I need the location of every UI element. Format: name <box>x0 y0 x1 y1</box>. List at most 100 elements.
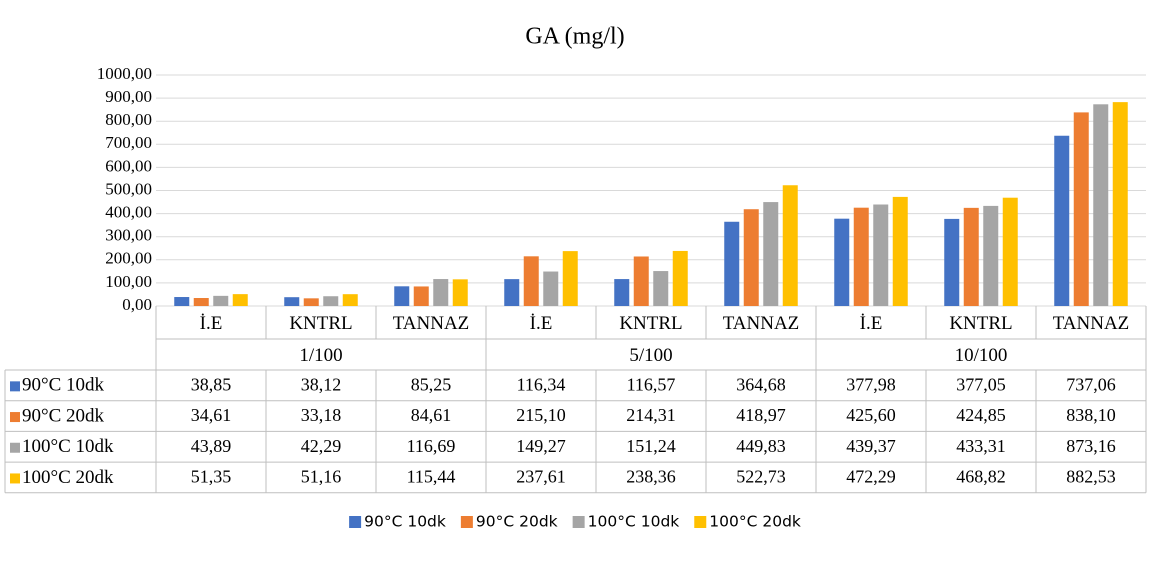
bar <box>1112 102 1128 307</box>
table-value: 43,89 <box>191 436 232 456</box>
table-value: 85,25 <box>411 374 452 394</box>
row-label: 100°C 10dk <box>22 436 114 457</box>
table-value: 116,34 <box>517 374 566 394</box>
legend-key <box>10 412 20 423</box>
legend-label: 100°C 10dk <box>588 513 680 531</box>
table-value: 468,82 <box>956 467 1006 487</box>
y-tick-label: 200,00 <box>105 249 152 268</box>
table-value: 115,44 <box>407 467 456 487</box>
legend-key <box>349 516 362 528</box>
bar <box>193 298 209 306</box>
table-value: 237,61 <box>516 467 566 487</box>
x-tick-label: İ.E <box>530 313 553 334</box>
bar <box>1093 104 1109 306</box>
table-value: 151,24 <box>626 436 676 456</box>
bar <box>944 218 960 306</box>
bar <box>853 207 869 306</box>
legend-label: 90°C 10dk <box>364 513 446 531</box>
table-value: 34,61 <box>191 405 232 425</box>
table-value: 149,27 <box>516 436 566 456</box>
group-label: 1/100 <box>299 345 342 366</box>
bar <box>633 256 649 306</box>
bar <box>873 204 889 306</box>
table-value: 84,61 <box>411 405 452 425</box>
bar <box>284 297 300 306</box>
x-tick-label: İ.E <box>200 313 223 334</box>
bar <box>342 294 358 306</box>
bar <box>174 297 190 306</box>
bar <box>303 298 319 306</box>
table-value: 433,31 <box>956 436 1006 456</box>
bar <box>724 221 740 306</box>
table-value: 38,12 <box>301 374 342 394</box>
legend-key <box>10 442 20 453</box>
y-tick-label: 700,00 <box>105 133 152 152</box>
legend-key <box>572 516 585 528</box>
table-value: 472,29 <box>846 467 896 487</box>
bar <box>763 202 779 306</box>
table-value: 116,57 <box>627 374 676 394</box>
legend-key <box>694 516 707 528</box>
table-value: 215,10 <box>516 405 566 425</box>
bar <box>433 279 449 306</box>
table-value: 424,85 <box>956 405 1006 425</box>
bar <box>1073 112 1089 307</box>
table-value: 425,60 <box>846 405 896 425</box>
bar <box>1054 135 1070 306</box>
bar <box>543 271 559 306</box>
table-value: 51,35 <box>191 467 232 487</box>
x-tick-label: TANNAZ <box>723 313 800 334</box>
bar <box>523 256 539 306</box>
table-value: 882,53 <box>1066 467 1116 487</box>
bar <box>1002 197 1018 306</box>
row-label: 90°C 10dk <box>22 375 105 396</box>
group-label: 10/100 <box>955 345 1008 366</box>
chart-title: GA (mg/l) <box>525 24 624 50</box>
bar <box>963 207 979 306</box>
legend-key <box>10 381 20 392</box>
y-tick-label: 1000,00 <box>97 64 152 83</box>
table-value: 522,73 <box>736 467 786 487</box>
bar <box>782 185 798 306</box>
table-value: 214,31 <box>626 405 676 425</box>
table-value: 838,10 <box>1066 405 1116 425</box>
x-tick-label: TANNAZ <box>1053 313 1130 334</box>
bar <box>213 295 229 306</box>
x-tick-label: KNTRL <box>289 313 352 334</box>
bar <box>892 196 908 306</box>
table-value: 377,98 <box>846 374 896 394</box>
table-value: 737,06 <box>1066 374 1116 394</box>
bar <box>983 205 999 306</box>
bar <box>562 251 578 306</box>
table-value: 238,36 <box>626 467 676 487</box>
table-value: 116,69 <box>407 436 456 456</box>
table-value: 418,97 <box>736 405 786 425</box>
y-tick-label: 400,00 <box>105 203 152 222</box>
table-value: 377,05 <box>956 374 1006 394</box>
table-value: 33,18 <box>301 405 342 425</box>
y-tick-label: 300,00 <box>105 226 152 245</box>
bar <box>323 296 339 306</box>
x-tick-label: TANNAZ <box>393 313 470 334</box>
y-tick-label: 600,00 <box>105 156 152 175</box>
bar <box>743 209 759 306</box>
bar <box>504 279 520 306</box>
y-tick-label: 900,00 <box>105 87 152 106</box>
bar <box>614 279 630 306</box>
table-value: 51,16 <box>301 467 342 487</box>
bar <box>653 271 669 306</box>
bar <box>452 279 468 306</box>
bar <box>672 250 688 306</box>
x-tick-label: KNTRL <box>619 313 682 334</box>
row-label: 100°C 20dk <box>22 467 114 488</box>
bar <box>834 218 850 306</box>
legend-label: 100°C 20dk <box>709 513 801 531</box>
y-tick-label: 500,00 <box>105 179 152 198</box>
group-label: 5/100 <box>629 345 672 366</box>
x-tick-label: İ.E <box>860 313 883 334</box>
y-tick-label: 100,00 <box>105 272 152 291</box>
row-label: 90°C 20dk <box>22 405 105 426</box>
legend-key <box>10 473 20 484</box>
bar <box>413 286 429 306</box>
